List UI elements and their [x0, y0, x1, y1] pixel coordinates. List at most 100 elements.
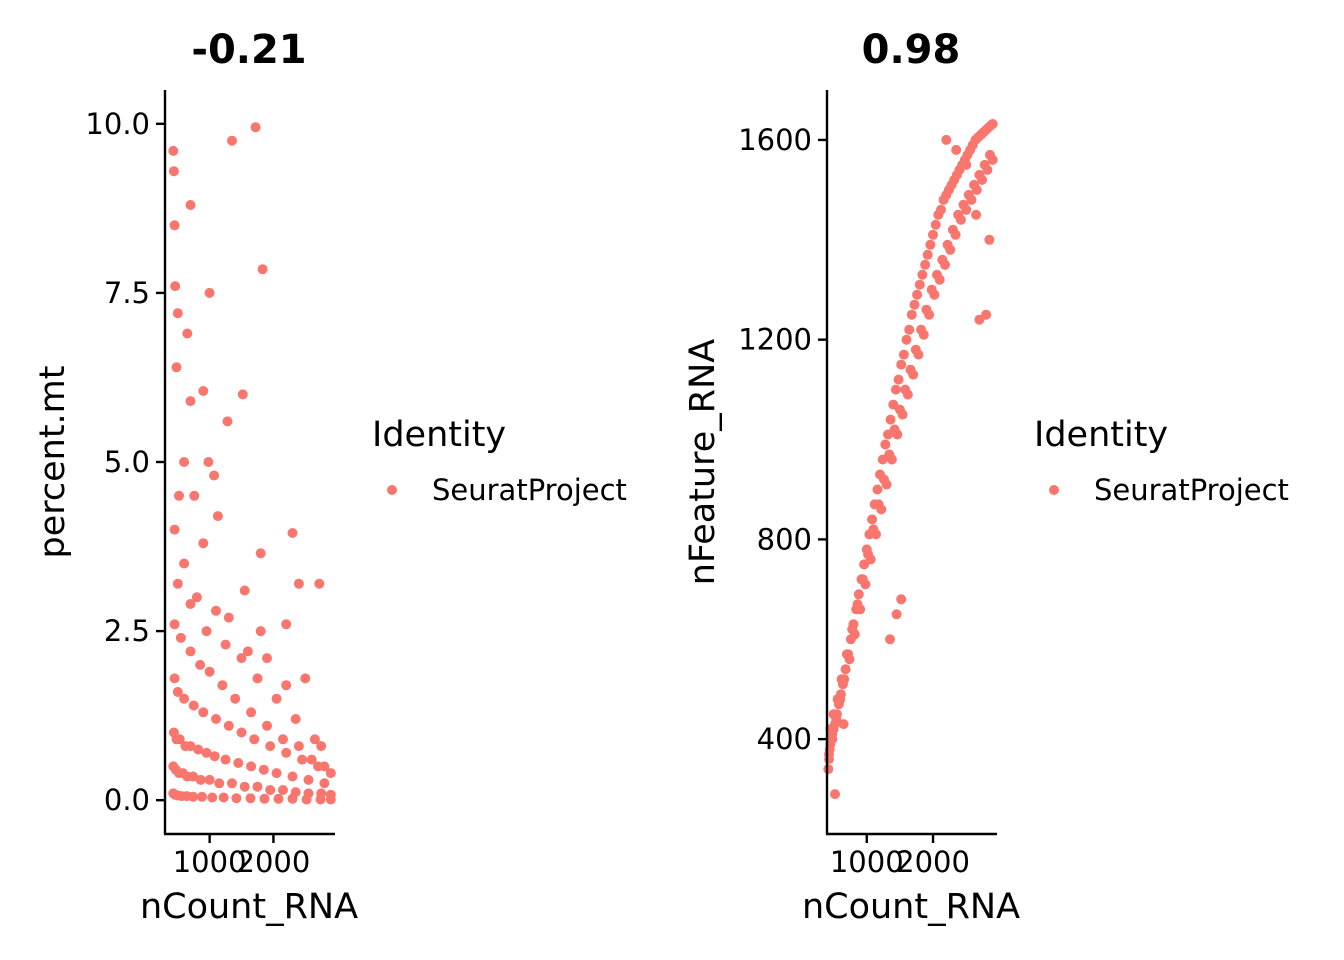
data-point	[217, 680, 228, 691]
data-point	[201, 626, 212, 637]
data-point	[212, 511, 223, 522]
data-point	[966, 194, 977, 205]
data-point	[319, 778, 330, 789]
data-point	[287, 771, 298, 782]
data-point	[908, 369, 919, 380]
data-point	[211, 714, 221, 724]
data-point	[287, 528, 298, 538]
data-point	[271, 693, 282, 704]
data-point	[896, 594, 907, 605]
data-point	[838, 719, 849, 730]
data-point	[211, 605, 221, 616]
data-point	[987, 119, 998, 129]
x-tick-label: 2000	[896, 845, 970, 879]
data-point	[169, 673, 180, 684]
data-point	[871, 529, 881, 540]
data-point	[188, 771, 199, 782]
data-point	[170, 281, 181, 292]
data-point	[168, 166, 179, 177]
data-point	[303, 774, 314, 785]
data-point	[252, 781, 263, 792]
data-point	[174, 490, 184, 501]
data-point	[172, 578, 183, 589]
legend-title: Identity	[1034, 415, 1168, 455]
data-point	[185, 741, 196, 752]
data-point	[890, 384, 901, 395]
data-point	[313, 761, 324, 772]
data-point	[281, 747, 292, 758]
y-tick-label: 400	[757, 722, 812, 756]
data-point	[917, 269, 928, 280]
y-tick-label: 1200	[738, 323, 812, 357]
y-tick-label: 7.5	[104, 276, 150, 310]
data-point	[246, 761, 257, 772]
data-point	[203, 457, 214, 467]
data-point	[175, 632, 186, 643]
legend-label: SeuratProject	[1094, 473, 1289, 507]
data-point	[197, 791, 207, 802]
data-point	[169, 524, 180, 535]
data-point	[185, 599, 196, 609]
data-point	[893, 374, 904, 385]
data-point	[236, 653, 247, 664]
data-point	[230, 693, 241, 704]
data-point	[945, 244, 956, 255]
data-point	[207, 792, 218, 803]
data-point	[220, 754, 231, 765]
legend-key-marker	[387, 485, 397, 495]
data-point	[901, 334, 912, 345]
data-point	[252, 673, 263, 684]
data-point	[172, 308, 183, 319]
data-point	[255, 626, 266, 637]
data-point	[316, 741, 327, 752]
data-point	[195, 774, 206, 785]
points-layer	[168, 122, 336, 805]
data-point	[955, 214, 966, 225]
data-point	[246, 707, 257, 718]
legend-title: Identity	[372, 415, 506, 455]
data-point	[831, 714, 842, 725]
data-point	[204, 666, 215, 677]
data-point	[880, 439, 891, 450]
data-point	[971, 184, 982, 195]
data-point	[853, 589, 864, 600]
data-point	[214, 778, 225, 789]
data-point	[278, 785, 288, 795]
data-point	[259, 793, 270, 804]
data-point	[193, 744, 204, 755]
data-point	[239, 585, 250, 596]
data-point	[255, 548, 266, 559]
x-tick-label: 1000	[830, 845, 904, 879]
y-axis-title: nFeature_RNA	[683, 339, 723, 585]
data-point	[236, 727, 247, 738]
data-point	[188, 700, 199, 711]
data-point	[258, 764, 269, 775]
data-point	[233, 758, 244, 768]
data-point	[174, 734, 185, 745]
data-point	[242, 646, 253, 657]
data-point	[912, 289, 923, 300]
data-point	[223, 612, 234, 623]
data-point	[179, 693, 190, 704]
data-point	[179, 558, 190, 569]
data-point	[281, 680, 292, 691]
y-axis-title: percent.mt	[33, 366, 73, 559]
data-point	[262, 653, 272, 664]
data-point	[961, 204, 972, 215]
data-point	[941, 134, 952, 145]
data-point	[325, 768, 336, 779]
y-tick-label: 0.0	[104, 783, 150, 817]
data-point	[278, 734, 288, 745]
data-point	[849, 629, 860, 640]
x-axis-title: nCount_RNA	[140, 887, 358, 927]
data-point	[896, 359, 907, 370]
data-point	[924, 309, 935, 320]
data-point	[885, 634, 895, 645]
data-point	[325, 794, 336, 805]
data-point	[185, 646, 196, 657]
data-point	[297, 754, 308, 765]
data-point	[987, 154, 998, 165]
